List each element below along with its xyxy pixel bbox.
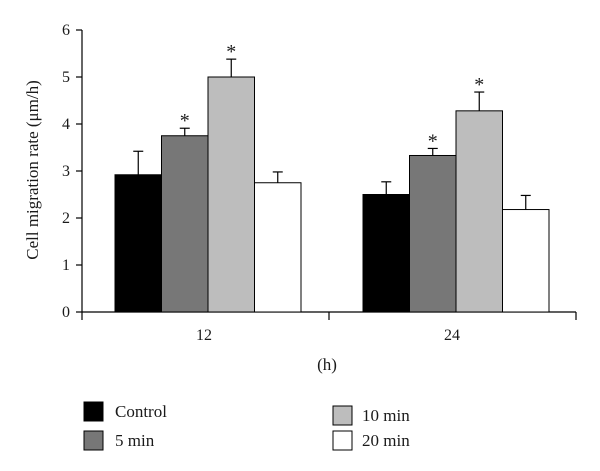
bar [409, 154, 457, 313]
legend-label: 10 min [362, 406, 410, 425]
significance-marker: * [180, 110, 190, 132]
x-axis: 12 24 [81, 311, 577, 344]
legend-swatch [83, 430, 104, 451]
significance-marker: * [226, 41, 236, 63]
bars: * * * * [114, 41, 550, 313]
y-tick-label: 6 [62, 22, 70, 39]
legend: Control 5 min 10 min 20 min [83, 401, 410, 451]
x-tick-label: 12 [196, 327, 212, 344]
legend-label: 20 min [362, 431, 410, 450]
significance-marker: * [474, 74, 484, 96]
y-tick-label: 1 [62, 257, 70, 274]
legend-label: 5 min [115, 431, 155, 450]
bar [502, 209, 550, 313]
x-tick-label: 24 [444, 327, 460, 344]
bar [161, 135, 209, 313]
y-tick-label: 2 [62, 210, 70, 227]
legend-label: Control [115, 402, 167, 421]
bar [254, 182, 302, 313]
bar [114, 174, 162, 313]
y-tick-label: 0 [62, 304, 70, 321]
y-axis: 0 1 2 3 4 5 6 [62, 22, 83, 321]
bar [362, 194, 410, 313]
bar [455, 110, 503, 313]
legend-swatch [83, 401, 104, 422]
legend-swatch [332, 405, 353, 426]
y-tick-label: 5 [62, 69, 70, 86]
bar [207, 76, 255, 313]
x-axis-title: (h) [317, 355, 337, 374]
significance-marker: * [428, 130, 438, 152]
y-axis-title: Cell migration rate (μm/h) [23, 80, 42, 260]
y-tick-label: 4 [62, 116, 70, 133]
legend-swatch [332, 430, 353, 451]
y-tick-label: 3 [62, 163, 70, 180]
